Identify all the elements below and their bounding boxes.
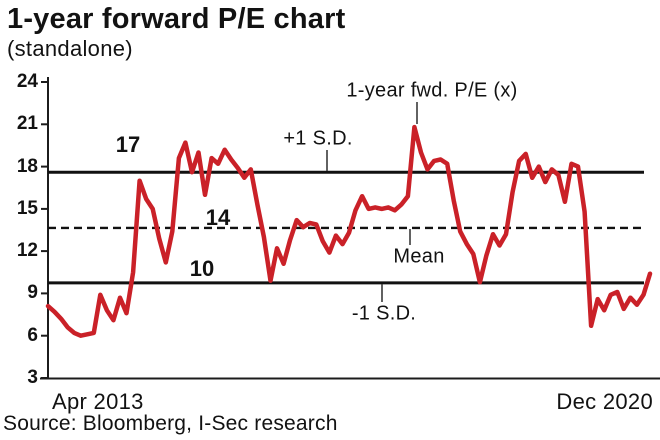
y-axis-label-9: 9: [27, 282, 38, 303]
chart-subtitle: (standalone): [7, 36, 133, 61]
y-axis-label-6: 6: [27, 325, 38, 346]
y-axis-label-21: 21: [16, 113, 38, 134]
pe-series-line: [45, 124, 653, 338]
x-axis-end-label: Dec 2020: [556, 389, 653, 414]
minus1sd-value-label: 10: [189, 256, 215, 281]
y-axis-label-3: 3: [27, 367, 38, 388]
plus1sd-value-label: 17: [115, 132, 141, 157]
y-axis-label-24: 24: [16, 71, 38, 92]
y-axis-label-18: 18: [16, 156, 38, 177]
minus1sd-label: -1 S.D.: [351, 302, 417, 325]
plus1sd-label: +1 S.D.: [283, 127, 353, 150]
mean-value-label: 14: [205, 205, 231, 230]
y-axis-label-12: 12: [16, 240, 38, 261]
series-callout-label: 1-year fwd. P/E (x): [346, 79, 518, 102]
y-axis-label-15: 15: [16, 198, 38, 219]
chart-title: 1-year forward P/E chart: [7, 3, 346, 35]
x-axis-start-label: Apr 2013: [52, 389, 144, 414]
source-credit: Source: Bloomberg, I-Sec research: [3, 412, 338, 435]
mean-label: Mean: [393, 245, 445, 268]
